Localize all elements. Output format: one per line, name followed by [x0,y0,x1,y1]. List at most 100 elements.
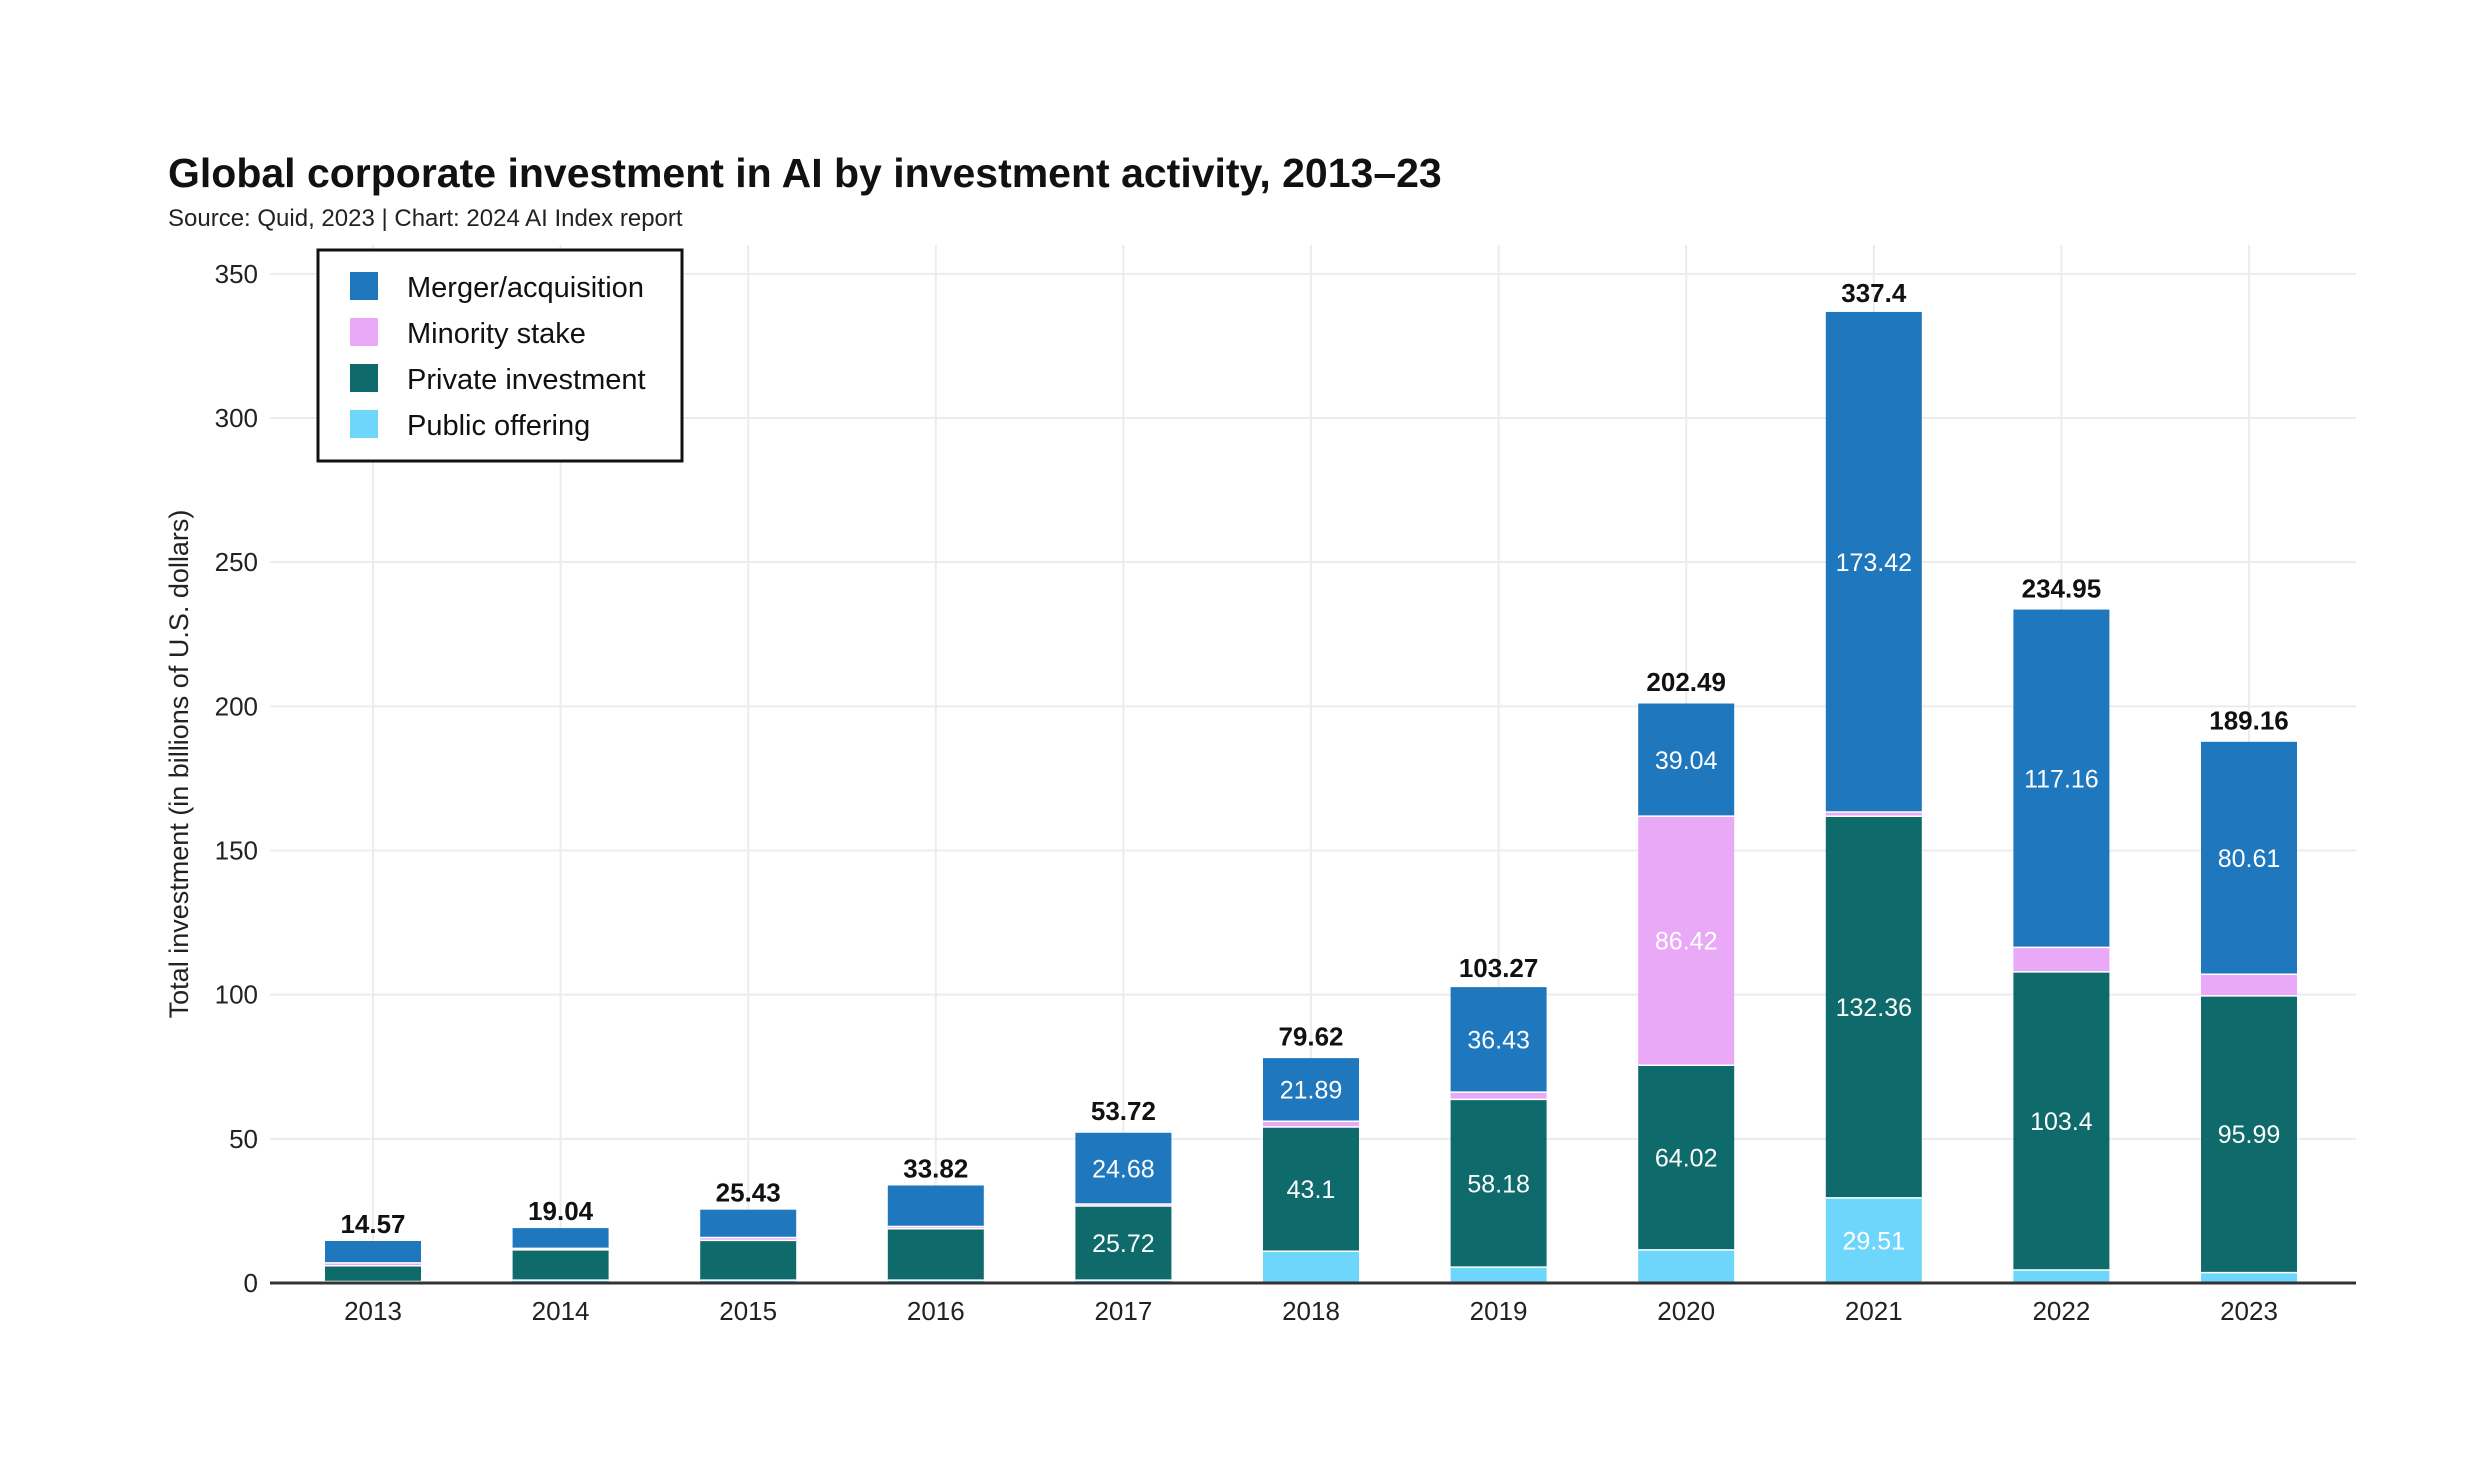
bar-segment-public-offering [2013,1270,2110,1283]
bar-segment-merger-acquisition [2013,609,2110,948]
bar-segment-merger-acquisition [887,1185,984,1227]
bar-segment-minority-stake [2201,974,2297,996]
bar-segment-public-offering [2201,1272,2297,1283]
bar-segment-public-offering [1825,1197,1922,1283]
bar-total-label: 202.49 [1646,667,1726,697]
x-tick-label: 2021 [1845,1296,1903,1326]
x-tick-label: 2016 [907,1296,965,1326]
legend: Merger/acquisition Minority stake Private … [316,248,684,463]
legend-swatch [350,272,378,300]
bar-total-label: 79.62 [1278,1021,1343,1051]
bar-segment-merger-acquisition [700,1209,797,1238]
bar-segment-merger-acquisition [1638,703,1735,817]
bars [325,311,2297,1283]
bar-segment-private-investment [325,1265,421,1282]
segment-value-label: 86.42 [1655,928,1718,956]
segment-value-label: 132.36 [1836,994,1912,1022]
bar-segment-public-offering [1263,1251,1359,1283]
bar-segment-minority-stake [2013,947,2110,972]
bar-segment-minority-stake [325,1262,421,1266]
bar-total-label: 234.95 [2022,574,2102,604]
bar-total-label: 189.16 [2209,706,2289,736]
bar-segment-private-investment [1450,1099,1547,1268]
legend-swatch [350,318,378,346]
x-tick-label: 2023 [2220,1296,2278,1326]
bar-segment-minority-stake [700,1237,797,1241]
segment-value-label: 58.18 [1467,1170,1530,1198]
legend-swatch [350,410,378,438]
bar-segment-merger-acquisition [1825,311,1922,812]
y-tick-label: 100 [215,980,258,1010]
bar-total-label: 103.27 [1459,953,1539,983]
x-tick-label: 2014 [532,1296,590,1326]
bar-segment-minority-stake [1638,816,1735,1066]
y-tick-label: 50 [229,1124,258,1154]
bar-total-label: 53.72 [1091,1096,1156,1126]
legend-label: Minority stake [407,318,586,350]
bar-total-label: 337.4 [1841,278,1907,308]
segment-value-label: 80.61 [2218,845,2281,873]
segment-value-label: 36.43 [1467,1027,1530,1055]
segment-value-label: 21.89 [1280,1077,1343,1105]
y-tick-label: 150 [215,836,258,866]
segment-value-label: 117.16 [2024,765,2099,793]
bar-segment-private-investment [2201,995,2297,1273]
legend-swatch [350,364,378,392]
segment-value-label: 43.1 [1287,1176,1336,1204]
bar-segment-merger-acquisition [325,1240,421,1263]
legend-label: Private investment [407,364,646,396]
y-tick-label: 200 [215,691,258,721]
segment-value-label: 95.99 [2218,1121,2281,1149]
segment-value-label: 173.42 [1836,549,1912,577]
legend-box [316,248,684,463]
bar-segment-minority-stake [887,1226,984,1229]
bar-segment-private-investment [2013,971,2110,1271]
segment-value-label: 24.68 [1092,1155,1155,1183]
bar-segment-private-investment [1638,1065,1735,1250]
chart-title: Global corporate investment in AI by inv… [168,150,1442,196]
bar-segment-public-offering [1450,1267,1547,1283]
bar-segment-minority-stake [1825,811,1922,817]
bar-total-label: 14.57 [340,1209,405,1239]
bar-segment-merger-acquisition [512,1228,609,1249]
data-labels: 14.57 19.04 25.43 33.82 25.72 24.68 53.72 43.1 2… [340,278,2288,1258]
y-tick-label: 350 [215,259,258,289]
x-tick-label: 2020 [1657,1296,1715,1326]
bar-segment-private-investment [512,1249,609,1281]
chart-subtitle: Source: Quid, 2023 | Chart: 2024 AI Inde… [168,205,683,232]
bar-segment-private-investment [1075,1205,1172,1281]
bar-segment-private-investment [887,1228,984,1281]
bar-segment-merger-acquisition [1450,987,1547,1093]
bar-total-label: 19.04 [528,1196,594,1226]
segment-value-label: 29.51 [1843,1227,1906,1255]
bar-segment-private-investment [700,1240,797,1281]
x-tick-label: 2019 [1470,1296,1528,1326]
bar-segment-public-offering [1638,1249,1735,1283]
segment-value-label: 25.72 [1092,1230,1155,1258]
bar-segment-merger-acquisition [1263,1058,1359,1122]
bar-segment-minority-stake [1450,1092,1547,1100]
y-tick-label: 300 [215,403,258,433]
segment-value-label: 64.02 [1655,1145,1718,1173]
segment-value-label: 39.04 [1655,747,1718,775]
x-tick-label: 2013 [344,1296,402,1326]
segment-value-label: 103.4 [2030,1108,2093,1136]
x-tick-label: 2015 [719,1296,777,1326]
bar-total-label: 25.43 [716,1178,781,1208]
y-tick-label: 0 [244,1268,258,1298]
x-tick-label: 2017 [1094,1296,1152,1326]
bar-segment-merger-acquisition [2201,741,2297,975]
bar-segment-minority-stake [1075,1203,1172,1206]
y-tick-label: 250 [215,547,258,577]
legend-label: Public offering [407,410,590,442]
bar-segment-private-investment [1825,816,1922,1198]
bar-segment-merger-acquisition [1075,1132,1172,1204]
legend-label: Merger/acquisition [407,272,644,304]
bar-segment-private-investment [1263,1127,1359,1252]
x-tick-label: 2022 [2032,1296,2090,1326]
x-tick-label: 2018 [1282,1296,1340,1326]
bar-total-label: 33.82 [903,1153,968,1183]
y-axis-label: Total investment (in billions of U.S. do… [164,510,194,1019]
bar-segment-minority-stake [1263,1121,1359,1128]
